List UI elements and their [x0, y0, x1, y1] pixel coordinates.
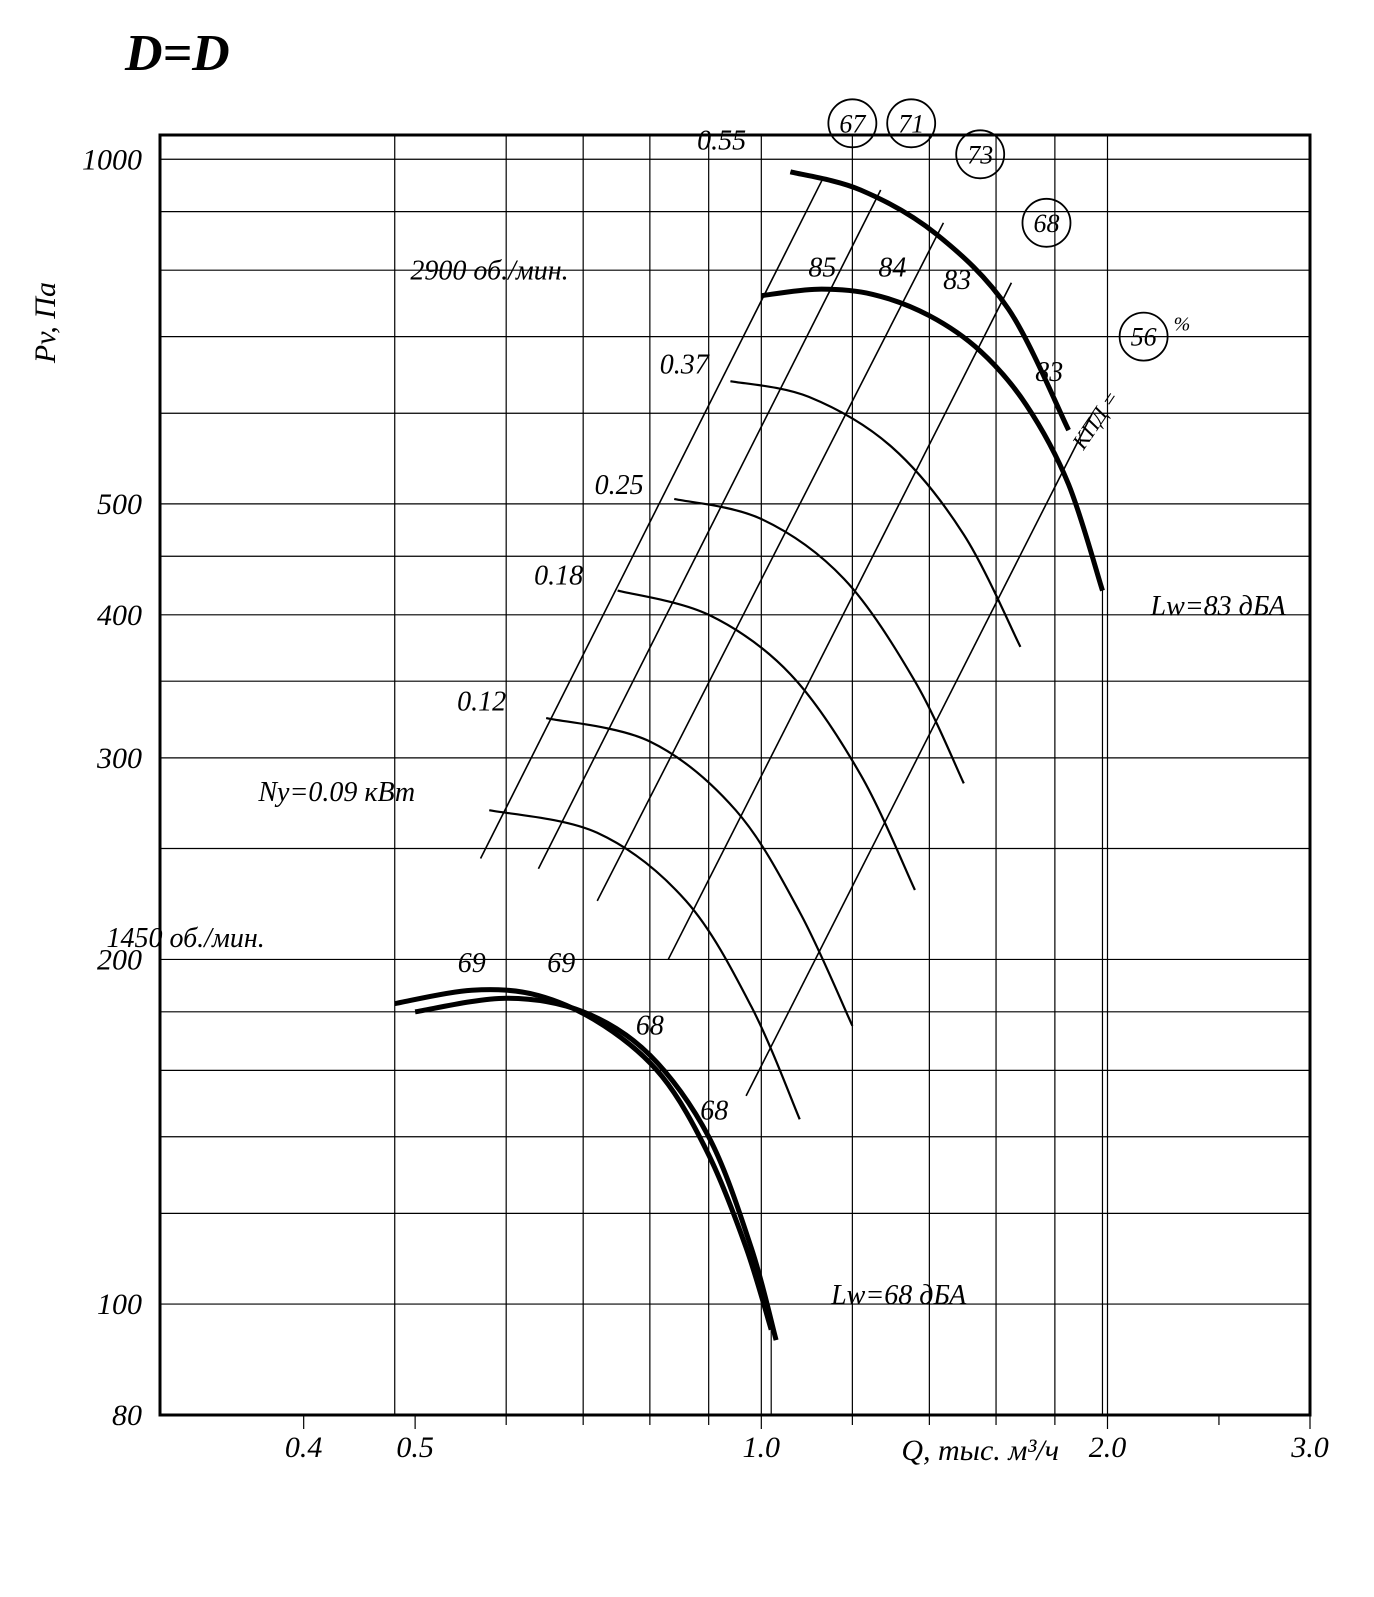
power-label: 0.37: [660, 349, 710, 380]
x-tick-label: 0.5: [396, 1431, 434, 1464]
power-label: 0.12: [457, 686, 506, 717]
power-curve: [674, 499, 964, 783]
x-tick-label: 3.0: [1290, 1431, 1329, 1464]
y-tick-label: 500: [97, 488, 142, 521]
power-label: 0.55: [697, 125, 746, 156]
power-label: Nу=0.09 кВт: [257, 777, 415, 808]
efficiency-value: 56: [1131, 323, 1157, 352]
sound-value: 85: [808, 252, 836, 283]
kpd-label: КПД =: [1066, 386, 1124, 455]
power-label: 0.25: [595, 470, 644, 501]
y-tick-label: 300: [96, 742, 142, 775]
efficiency-line: [597, 223, 943, 901]
chart-title: D=D: [124, 25, 230, 82]
y-tick-label: 1000: [82, 143, 142, 176]
power-curve: [730, 381, 1020, 647]
efficiency-line: [746, 413, 1092, 1096]
efficiency-value: 71: [898, 109, 924, 138]
y-tick-label: 400: [97, 599, 142, 632]
y-axis-label: Pv, Па: [29, 282, 62, 364]
sound-value: 68: [636, 1010, 664, 1041]
rpm-label: 2900 об./мин.: [410, 256, 568, 287]
sound-value: 68: [700, 1095, 728, 1126]
lower-envelope: [415, 998, 776, 1340]
x-tick-label: 1.0: [743, 1431, 781, 1464]
sound-end-label: Lw=83 дБА: [1150, 591, 1287, 622]
fan-chart: D=D801002003004005001000Pv, Па0.40.51.02…: [0, 0, 1374, 1597]
y-tick-label: 80: [112, 1399, 142, 1432]
kpd-percent: %: [1174, 314, 1191, 336]
sound-value: 83: [943, 265, 971, 296]
power-label: 0.18: [534, 561, 583, 592]
sound-value: 84: [878, 252, 906, 283]
efficiency-value: 73: [967, 140, 993, 169]
efficiency-value: 67: [839, 109, 866, 138]
power-curve: [546, 718, 852, 1026]
x-axis-label: Q, тыс. м³/ч: [901, 1434, 1059, 1467]
y-tick-label: 100: [97, 1288, 142, 1321]
sound-value: 69: [547, 948, 575, 979]
power-curve: [618, 591, 915, 890]
sound-value: 83: [1035, 357, 1063, 388]
sound-end-label: Lw=68 дБА: [830, 1280, 967, 1311]
rpm-label: 1450 об./мин.: [106, 923, 264, 954]
efficiency-value: 68: [1033, 209, 1059, 238]
x-tick-label: 2.0: [1089, 1431, 1127, 1464]
efficiency-line: [538, 190, 880, 869]
power-curve: [489, 810, 799, 1119]
sound-value: 69: [458, 948, 486, 979]
x-tick-label: 0.4: [285, 1431, 323, 1464]
